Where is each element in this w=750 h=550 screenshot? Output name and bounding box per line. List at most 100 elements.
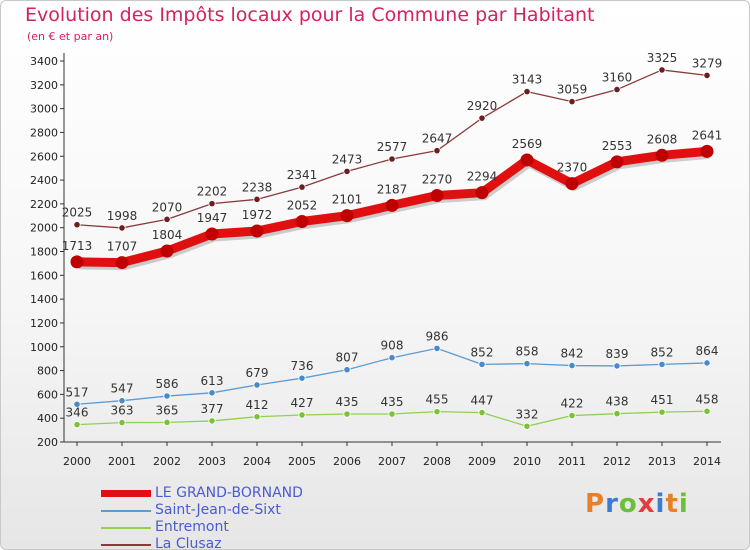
data-label: 2101 bbox=[332, 193, 363, 207]
data-point bbox=[160, 244, 174, 258]
data-point bbox=[523, 422, 531, 430]
data-label: 427 bbox=[291, 396, 314, 410]
data-point bbox=[343, 410, 351, 418]
y-tick-label: 200 bbox=[37, 436, 58, 449]
data-label: 2608 bbox=[647, 132, 678, 146]
data-label: 586 bbox=[156, 377, 179, 391]
x-tick-label: 2014 bbox=[693, 455, 721, 468]
data-point bbox=[163, 392, 171, 400]
data-label: 2025 bbox=[62, 206, 93, 220]
data-label: 852 bbox=[651, 345, 674, 359]
logo-letter: P bbox=[585, 489, 606, 519]
data-point bbox=[253, 195, 261, 203]
data-point bbox=[163, 215, 171, 223]
data-label: 346 bbox=[66, 406, 89, 420]
data-label: 2052 bbox=[287, 198, 318, 212]
data-point bbox=[430, 189, 444, 203]
data-point bbox=[343, 167, 351, 175]
data-label: 2202 bbox=[197, 185, 228, 199]
x-tick-label: 2012 bbox=[603, 455, 631, 468]
data-point bbox=[613, 85, 621, 94]
data-label: 3059 bbox=[557, 83, 588, 97]
data-point bbox=[250, 224, 264, 238]
data-point bbox=[205, 227, 219, 241]
data-label: 2270 bbox=[422, 173, 453, 187]
data-label: 736 bbox=[291, 359, 314, 373]
data-point bbox=[73, 221, 81, 229]
data-label: 435 bbox=[336, 395, 359, 409]
chart-subtitle: (en € et par an) bbox=[27, 30, 114, 43]
x-tick-label: 2013 bbox=[648, 455, 676, 468]
legend-label: LE GRAND-BORNAND bbox=[155, 485, 303, 501]
data-point bbox=[343, 366, 351, 374]
data-label: 363 bbox=[111, 404, 134, 418]
x-tick-label: 2008 bbox=[423, 455, 451, 468]
x-tick-label: 2006 bbox=[333, 455, 361, 468]
data-point bbox=[73, 400, 81, 408]
data-point bbox=[703, 71, 711, 80]
y-tick-label: 3200 bbox=[30, 79, 58, 92]
data-point bbox=[115, 256, 129, 270]
data-point bbox=[568, 411, 576, 420]
data-point bbox=[118, 224, 126, 232]
legend-swatch bbox=[101, 544, 151, 546]
y-tick-label: 2800 bbox=[30, 126, 58, 139]
data-point bbox=[388, 155, 396, 163]
data-label: 842 bbox=[561, 347, 584, 361]
data-point bbox=[610, 155, 624, 169]
data-label: 455 bbox=[426, 393, 449, 407]
logo-letter: i bbox=[655, 489, 666, 519]
y-tick-label: 2000 bbox=[30, 222, 58, 235]
data-label: 986 bbox=[426, 329, 449, 343]
logo-letter: t bbox=[665, 489, 679, 519]
logo-letter: i bbox=[678, 489, 689, 519]
y-tick-label: 3000 bbox=[30, 103, 58, 116]
data-label: 458 bbox=[696, 392, 719, 406]
y-tick-label: 800 bbox=[37, 365, 58, 378]
data-label: 3160 bbox=[602, 71, 633, 85]
x-tick-label: 2005 bbox=[288, 455, 316, 468]
data-point bbox=[163, 418, 171, 426]
data-point bbox=[388, 354, 396, 362]
y-tick-label: 1200 bbox=[30, 317, 58, 330]
data-label: 2641 bbox=[692, 128, 723, 142]
data-point bbox=[298, 411, 306, 419]
data-point bbox=[208, 200, 216, 208]
legend-label: Entremont bbox=[155, 519, 229, 535]
x-tick-label: 2003 bbox=[198, 455, 226, 468]
x-tick-label: 2007 bbox=[378, 455, 406, 468]
data-label: 3279 bbox=[692, 56, 723, 70]
x-tick-label: 2010 bbox=[513, 455, 541, 468]
data-label: 807 bbox=[336, 351, 359, 365]
data-point bbox=[478, 114, 486, 122]
y-tick-label: 2600 bbox=[30, 150, 58, 163]
y-tick-label: 1400 bbox=[30, 293, 58, 306]
legend-swatch bbox=[101, 527, 151, 529]
y-tick-label: 3400 bbox=[30, 55, 58, 68]
data-label: 1998 bbox=[107, 209, 138, 223]
data-point bbox=[703, 359, 711, 367]
y-tick-label: 1000 bbox=[30, 341, 58, 354]
data-point bbox=[613, 362, 621, 370]
data-label: 839 bbox=[606, 347, 629, 361]
data-label: 2569 bbox=[512, 137, 543, 151]
data-label: 2920 bbox=[467, 99, 498, 113]
data-point bbox=[433, 344, 441, 353]
data-label: 852 bbox=[471, 345, 494, 359]
data-label: 613 bbox=[201, 374, 224, 388]
data-label: 2370 bbox=[557, 161, 588, 175]
y-tick-label: 1800 bbox=[30, 246, 58, 259]
legend-swatch bbox=[101, 510, 151, 512]
logo-letter: r bbox=[605, 489, 619, 519]
data-point bbox=[568, 361, 576, 370]
data-point bbox=[703, 407, 711, 415]
data-point bbox=[478, 408, 486, 417]
data-label: 858 bbox=[516, 345, 539, 359]
data-point bbox=[388, 410, 396, 418]
data-point bbox=[523, 360, 531, 368]
data-point bbox=[613, 410, 621, 418]
data-point bbox=[73, 421, 81, 429]
data-point bbox=[298, 183, 306, 191]
data-point bbox=[208, 417, 216, 425]
